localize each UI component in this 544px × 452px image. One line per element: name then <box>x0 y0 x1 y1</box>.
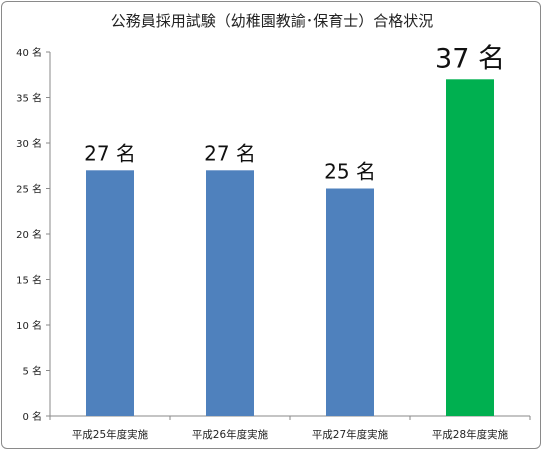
y-tick-label: 20 名 <box>16 228 42 241</box>
y-tick-label: 25 名 <box>16 183 42 196</box>
bars-group <box>86 79 494 417</box>
x-tick-label: 平成27年度実施 <box>312 428 389 441</box>
y-tick-label: 40 名 <box>16 46 42 59</box>
y-tick-label: 35 名 <box>16 92 42 105</box>
y-tick-label: 0 名 <box>22 410 42 423</box>
y-tick-label: 5 名 <box>22 365 42 378</box>
data-label: 27 名 <box>204 141 256 165</box>
bar-3 <box>326 188 374 416</box>
data-label: 37 名 <box>435 43 505 74</box>
y-axis: 0 名 5 名 10 名 15 名 20 名 25 名 30 名 35 名 40 名 <box>16 46 51 423</box>
data-label: 25 名 <box>324 160 376 184</box>
x-tick-label: 平成28年度実施 <box>432 428 509 441</box>
x-tick-label: 平成25年度実施 <box>72 428 149 441</box>
bar-2 <box>206 170 254 416</box>
y-tick-label: 30 名 <box>16 137 42 150</box>
bar-4 <box>446 79 494 417</box>
y-tick-label: 10 名 <box>16 319 42 332</box>
data-labels-group: 27 名 27 名 25 名 37 名 <box>84 43 505 183</box>
bar-1 <box>86 170 134 416</box>
x-tick-label: 平成26年度実施 <box>192 428 269 441</box>
data-label: 27 名 <box>84 141 136 165</box>
y-tick-label: 15 名 <box>16 274 42 287</box>
x-axis: 平成25年度実施 平成26年度実施 平成27年度実施 平成28年度実施 <box>49 415 531 441</box>
chart-title: 公務員採用試験（幼稚園教諭･保育士）合格状況 <box>111 12 434 30</box>
